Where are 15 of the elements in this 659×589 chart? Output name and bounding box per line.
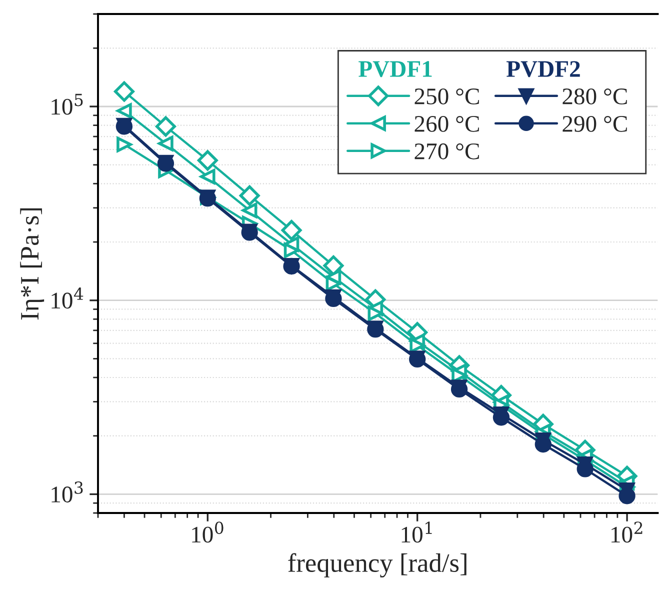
legend-label: 260 °C (414, 116, 479, 132)
x-tick-label: 10$^{1}$ (402, 522, 432, 543)
annotation: PVDF2 (506, 61, 580, 78)
y-axis-title: Iη*I [Pa·s] (20, 208, 44, 320)
legend-label: 280 °C (562, 88, 627, 104)
legend-label: 290 °C (562, 116, 627, 132)
legend-label: 270 °C (414, 143, 479, 160)
x-tick-label: 10$^{0}$ (192, 522, 224, 543)
y-tick-label: 10$^{5}$ (52, 94, 83, 115)
y-tick-label: 10$^{3}$ (52, 481, 83, 502)
legend-label: 250 °C (414, 88, 479, 104)
x-tick-label: 10$^{2}$ (612, 522, 642, 543)
y-tick-label: 10$^{4}$ (52, 288, 84, 309)
annotation: PVDF1 (358, 61, 432, 78)
x-axis-title: frequency [rad/s] (288, 553, 466, 578)
